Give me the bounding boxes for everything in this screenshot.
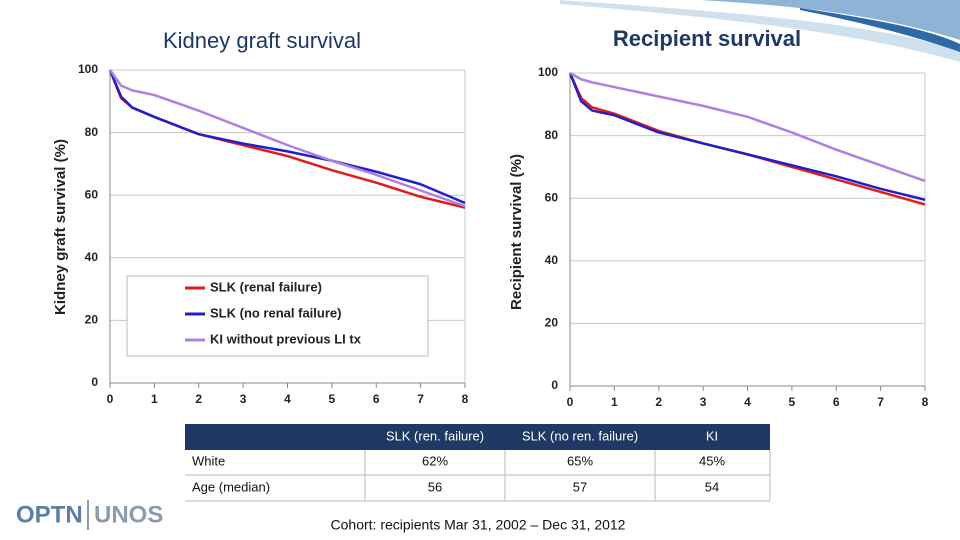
x-tick-label: 2 [655, 395, 662, 409]
x-tick-label: 0 [567, 395, 574, 409]
x-tick-label: 1 [151, 392, 158, 406]
x-tick-label: 6 [833, 395, 840, 409]
series-line [569, 71, 926, 183]
cell: 56 [428, 479, 442, 494]
cell: 45% [699, 453, 725, 468]
y-axis-label: Kidney graft survival (%) [52, 139, 69, 315]
x-tick-label: 6 [373, 392, 380, 406]
series-line [108, 69, 466, 205]
series-line [568, 72, 926, 201]
y-tick-label: 0 [91, 375, 98, 389]
logo: OPTN [16, 501, 83, 528]
y-tick-label: 0 [551, 378, 558, 392]
column-header: SLK (no ren. failure) [522, 428, 638, 443]
series-line [108, 69, 466, 208]
swoosh [800, 8, 960, 52]
swoosh [700, 0, 960, 40]
legend-label: KI without previous LI tx [210, 331, 362, 346]
cell: 57 [573, 479, 587, 494]
x-tick-label: 3 [700, 395, 707, 409]
x-tick-label: 8 [922, 395, 929, 409]
x-tick-label: 0 [107, 392, 114, 406]
y-tick-label: 80 [545, 128, 559, 142]
cell: 62% [422, 453, 448, 468]
y-tick-label: 80 [85, 125, 99, 139]
row-label: Age (median) [192, 479, 270, 494]
cell: 54 [705, 479, 719, 494]
y-tick-label: 60 [545, 190, 559, 204]
y-tick-label: 40 [545, 253, 559, 267]
y-tick-label: 60 [85, 187, 99, 201]
x-tick-label: 8 [462, 392, 469, 406]
table-header [185, 424, 770, 450]
logo: UNOS [94, 501, 163, 528]
legend-box [126, 275, 429, 357]
swoosh [560, 0, 960, 62]
y-tick-label: 20 [85, 313, 99, 327]
cell: 65% [567, 453, 593, 468]
x-tick-label: 4 [284, 392, 291, 406]
footnote: Cohort: recipients Mar 31, 2002 – Dec 31… [331, 517, 626, 533]
legend-label: SLK (renal failure) [210, 279, 322, 294]
x-tick-label: 7 [417, 392, 424, 406]
x-tick-label: 4 [744, 395, 751, 409]
x-tick-label: 2 [195, 392, 202, 406]
column-header: KI [706, 428, 718, 443]
x-tick-label: 3 [240, 392, 247, 406]
x-tick-label: 1 [611, 395, 618, 409]
y-tick-label: 100 [78, 62, 98, 76]
y-tick-label: 20 [545, 316, 559, 330]
y-axis-label: Recipient survival (%) [508, 154, 525, 310]
chart-title: Recipient survival [613, 26, 801, 51]
legend-label: SLK (no renal failure) [210, 305, 341, 320]
y-tick-label: 100 [538, 65, 558, 79]
x-tick-label: 5 [789, 395, 796, 409]
row-label: White [192, 453, 225, 468]
chart-title: Kidney graft survival [163, 28, 361, 53]
x-tick-label: 7 [877, 395, 884, 409]
x-tick-label: 5 [329, 392, 336, 406]
column-header: SLK (ren. failure) [386, 428, 484, 443]
table: SLK (ren. failure) SLK (no ren. failure)… [185, 424, 771, 502]
y-tick-label: 40 [85, 250, 99, 264]
